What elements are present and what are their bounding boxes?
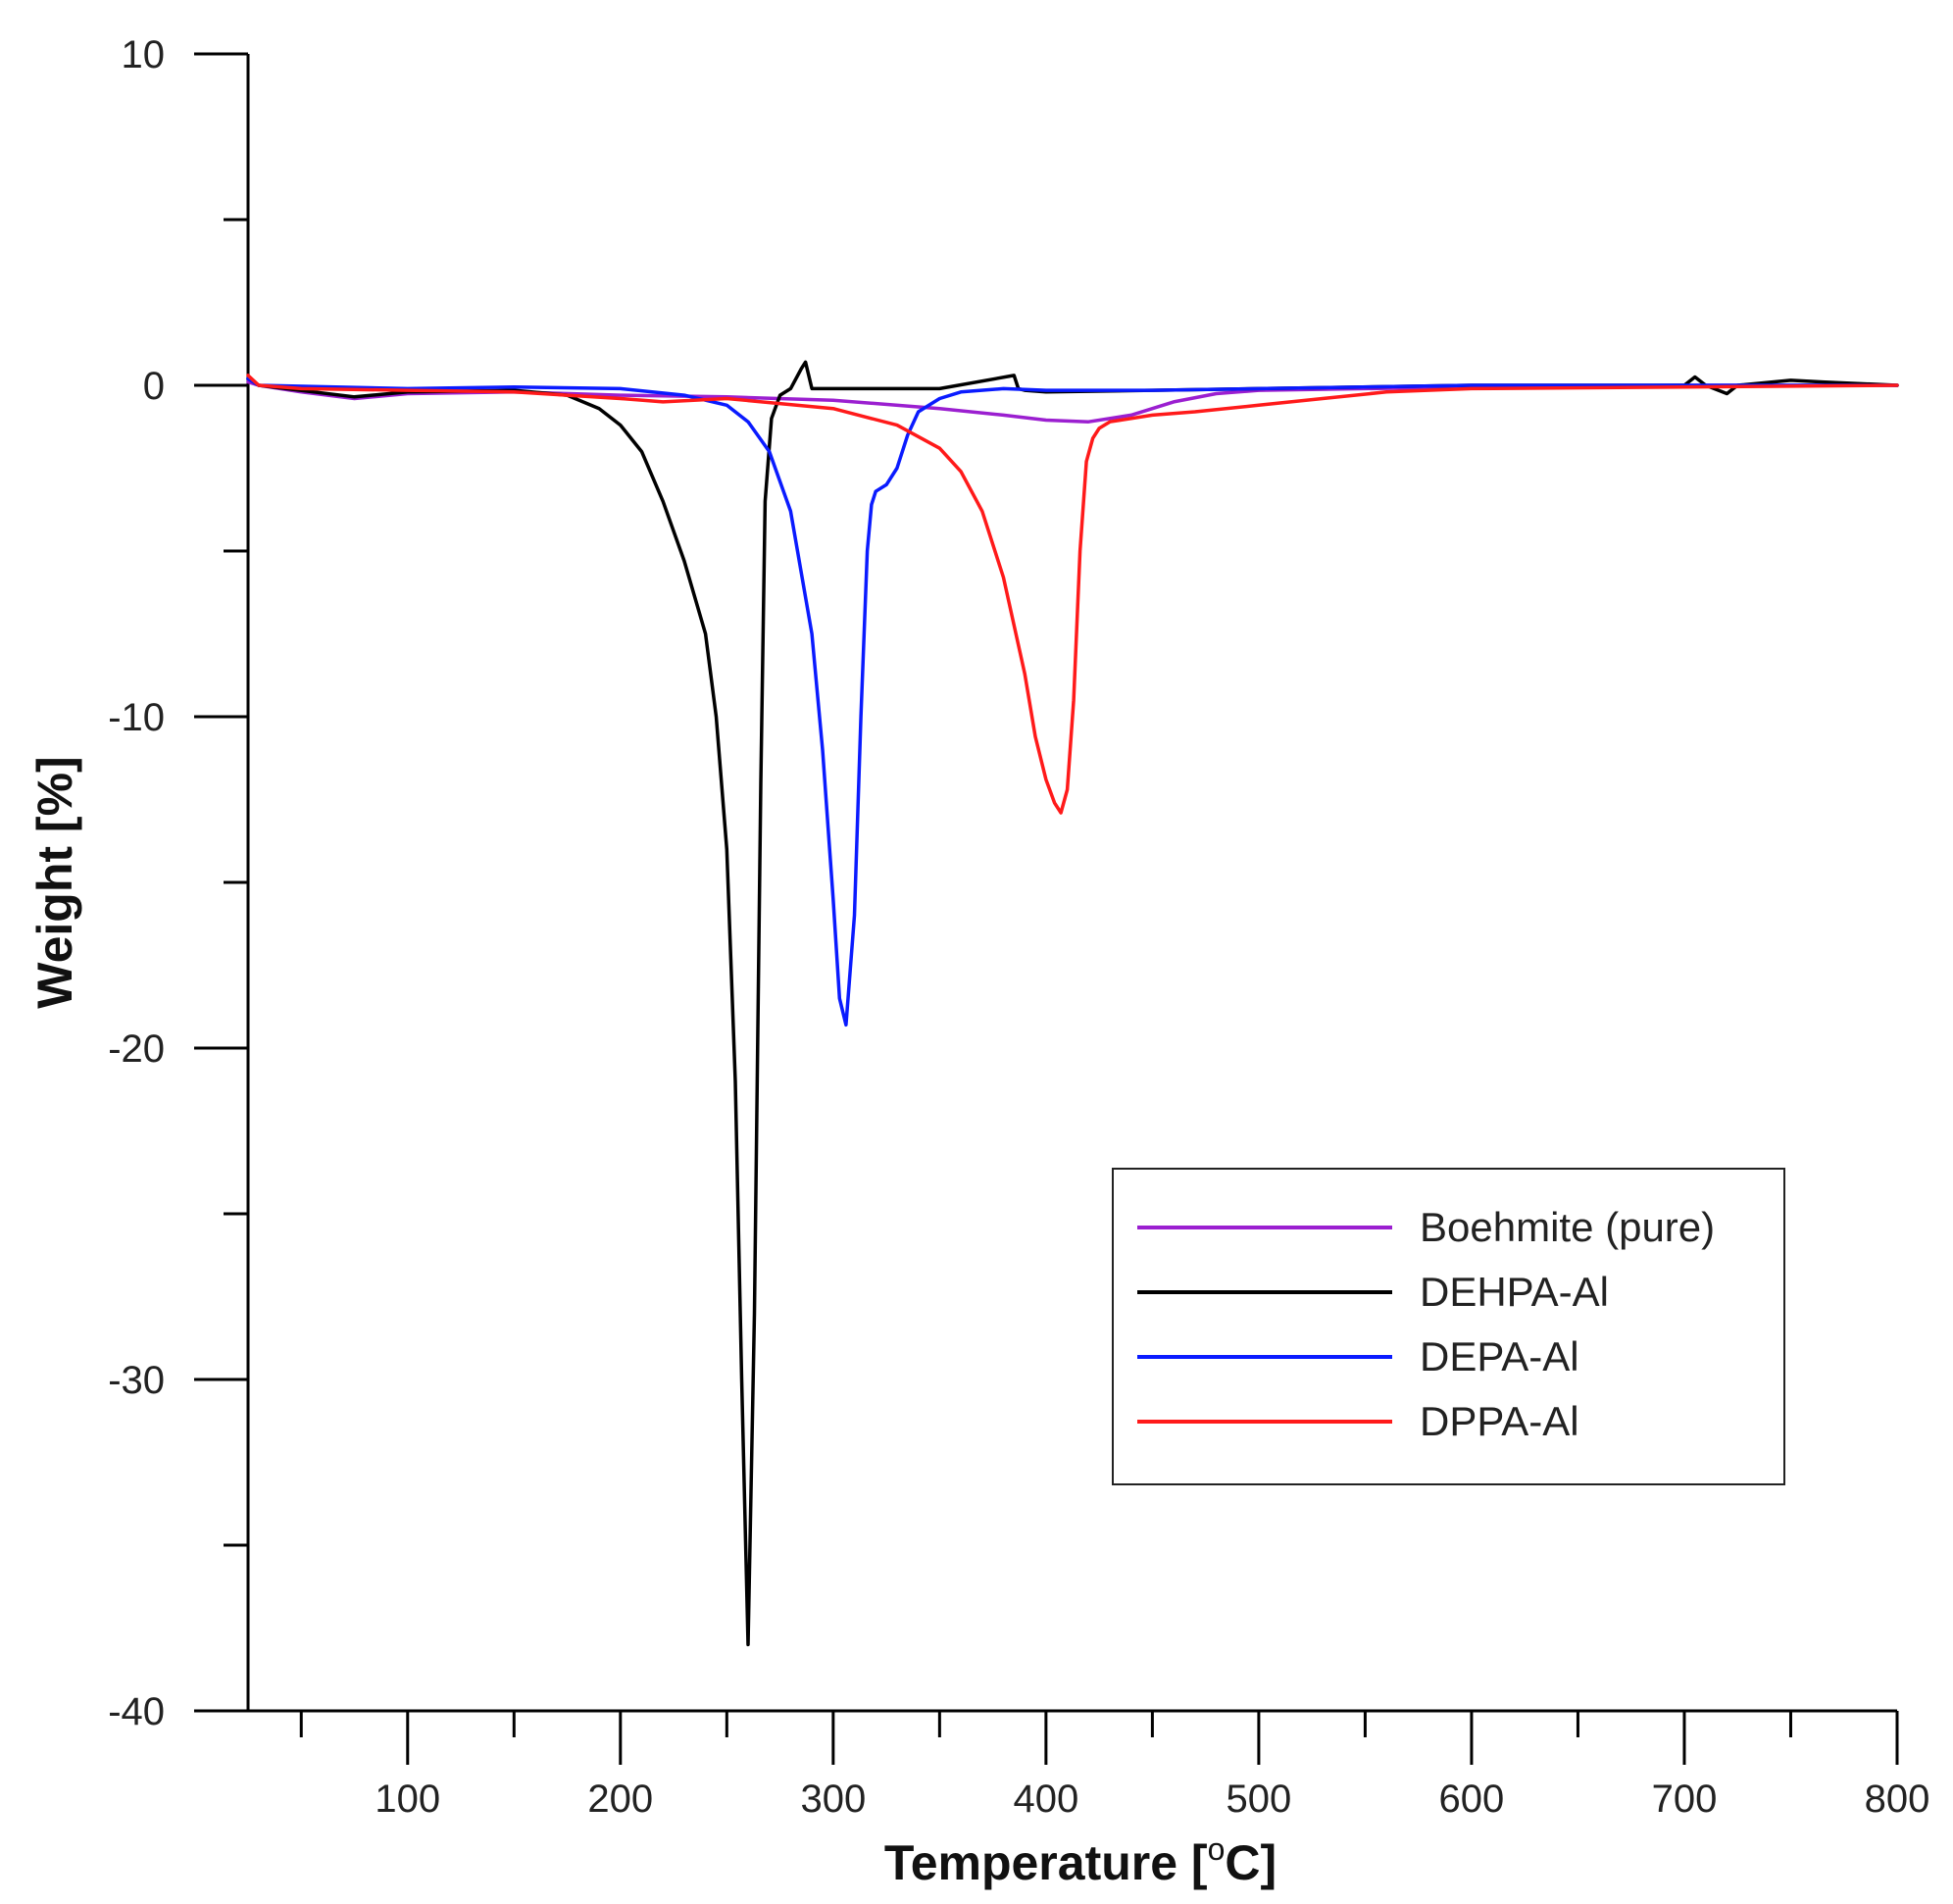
x-tick-label: 700 xyxy=(1652,1778,1718,1821)
legend-label-dppa-al: DPPA-Al xyxy=(1420,1398,1579,1444)
legend-label-depa-al: DEPA-Al xyxy=(1420,1333,1579,1379)
y-tick-label: -40 xyxy=(108,1690,165,1733)
y-tick-label: -30 xyxy=(108,1359,165,1402)
y-tick-label: -20 xyxy=(108,1027,165,1071)
legend: Boehmite (pure) DEHPA-Al DEPA-Al DPPA-Al xyxy=(1112,1168,1785,1485)
y-axis-title: Weight [%] xyxy=(27,756,82,1008)
x-tick-label: 200 xyxy=(587,1778,653,1821)
y-tick-label: 10 xyxy=(122,33,166,76)
x-tick-label: 500 xyxy=(1227,1778,1292,1821)
legend-label-boehmite-pure: Boehmite (pure) xyxy=(1420,1204,1715,1250)
x-tick-label: 300 xyxy=(800,1778,866,1821)
tick-marks xyxy=(194,52,1899,1765)
plot-area xyxy=(246,360,1899,1647)
x-tick-label: 400 xyxy=(1013,1778,1078,1821)
legend-box xyxy=(1112,1168,1785,1485)
x-tick-label: 600 xyxy=(1439,1778,1505,1821)
x-axis-title: Temperature [oC] xyxy=(884,1831,1277,1890)
legend-items: Boehmite (pure) DEHPA-Al DEPA-Al DPPA-Al xyxy=(1137,1204,1715,1444)
x-tick-label: 800 xyxy=(1865,1778,1930,1821)
legend-label-dehpa-al: DEHPA-Al xyxy=(1420,1269,1609,1315)
series-line-dppa-al xyxy=(246,374,1899,815)
y-tick-label: 0 xyxy=(143,365,165,408)
x-tick-label: 100 xyxy=(375,1778,440,1821)
y-tick-label: -10 xyxy=(108,696,165,739)
